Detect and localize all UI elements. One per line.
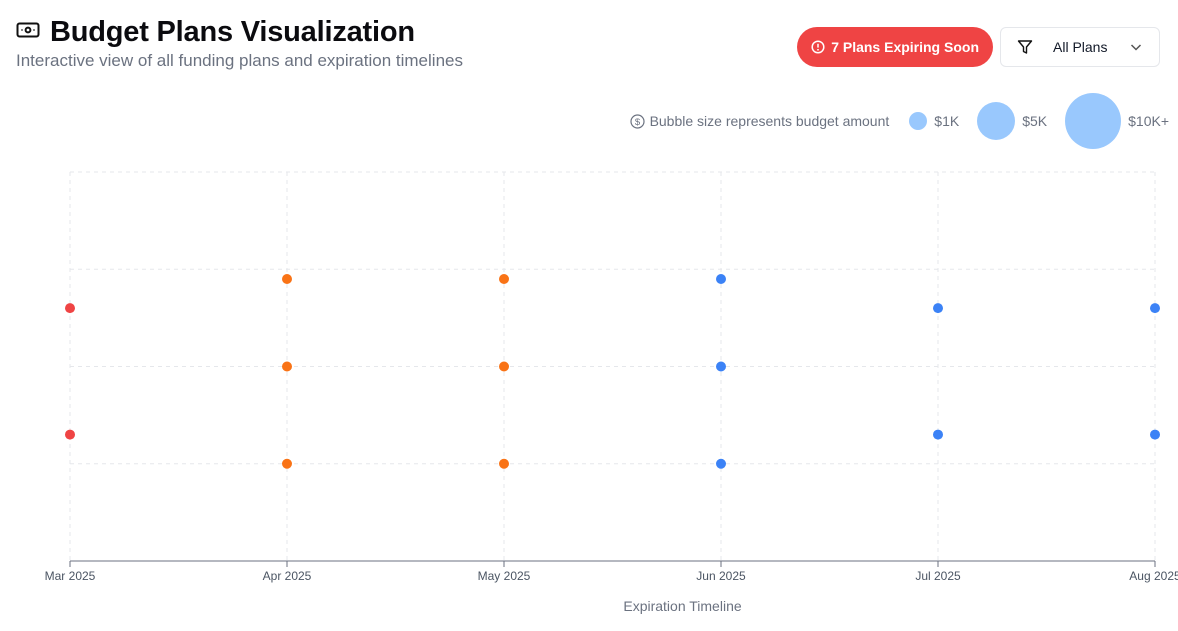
data-point [1150,429,1160,440]
data-point [282,458,292,469]
data-point [499,273,509,284]
x-tick-label: Jul 2025 [915,569,961,583]
legend-bubble-large [1065,93,1122,149]
plan-filter-label: All Plans [1053,39,1108,55]
header-controls: 7 Plans Expiring Soon All Plans [797,27,1160,67]
legend-label: $5K [1022,113,1048,129]
legend-bubble-small [909,112,928,130]
page-subtitle: Interactive view of all funding plans an… [16,51,463,70]
x-tick-label: Jun 2025 [696,569,746,583]
legend-item-1k: $1K [909,112,959,130]
data-point [65,429,75,440]
data-point [499,361,509,372]
svg-text:$: $ [634,117,640,128]
data-point [716,361,726,372]
banknote-icon [16,21,40,44]
filter-icon [1017,40,1033,54]
data-point [716,273,726,284]
legend-item-5k: $5K [977,102,1047,140]
data-point [282,361,292,372]
data-point [716,458,726,469]
dollar-circle-icon: $ [629,113,645,129]
data-point [282,273,292,284]
legend-label: $1K [934,113,960,129]
x-tick-label: Apr 2025 [263,569,312,583]
data-point [65,303,75,314]
legend-item-10k: $10K+ [1065,93,1169,149]
size-legend: $ Bubble size represents budget amount $… [629,92,1169,150]
data-point [1150,303,1160,314]
data-point [933,429,943,440]
alert-circle-icon [811,40,825,54]
x-tick-label: Mar 2025 [45,569,96,583]
plan-filter-select[interactable]: All Plans [1000,27,1160,67]
expiring-soon-button[interactable]: 7 Plans Expiring Soon [797,27,993,67]
x-tick-label: Aug 2025 [1129,569,1178,583]
data-point [499,458,509,469]
data-point [933,303,943,314]
chevron-down-icon [1130,44,1142,51]
legend-label: $10K+ [1128,113,1169,129]
x-tick-label: May 2025 [478,569,531,583]
expiring-soon-label: 7 Plans Expiring Soon [831,39,979,55]
legend-bubble-medium [977,102,1016,140]
x-axis-label: Expiration Timeline [623,598,741,614]
page-header: Budget Plans Visualization Interactive v… [16,16,463,71]
legend-note: Bubble size represents budget amount [649,113,890,129]
page-title: Budget Plans Visualization [50,16,415,48]
